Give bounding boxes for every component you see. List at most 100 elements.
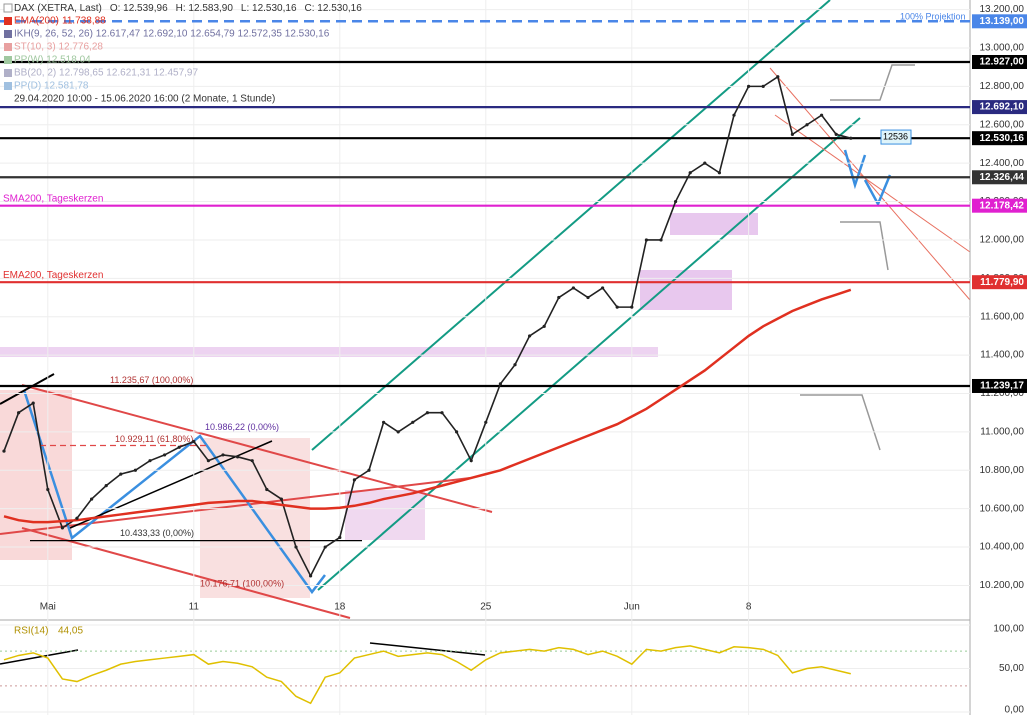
annotation: 12536: [883, 131, 908, 141]
drawings: [0, 0, 971, 715]
price-point: [484, 420, 488, 424]
legend-swatch: [4, 56, 12, 64]
price-point: [163, 453, 167, 457]
legend-swatch: [4, 30, 12, 38]
level-label: 13.139,00: [980, 16, 1025, 27]
price-point: [367, 468, 371, 472]
y-tick-label: 10.200,00: [980, 580, 1025, 591]
annotation: 10.433,33 (0,00%): [120, 528, 194, 538]
price-point: [133, 468, 137, 472]
price-point: [396, 430, 400, 434]
legend-text: EMA(200): [14, 16, 59, 27]
level-text: SMA200, Tageskerzen: [3, 193, 103, 204]
price-point: [601, 286, 605, 290]
legend-text: ST(10, 3) 12.776,28: [14, 42, 103, 53]
level-label: 12.692,10: [980, 102, 1025, 113]
rsi-legend: RSI(14): [14, 626, 48, 637]
price-point: [630, 305, 634, 309]
level-label-box: [972, 131, 1027, 146]
legend-swatch: [4, 69, 12, 77]
y-tick-label: 12.600,00: [980, 119, 1025, 130]
price-point: [338, 535, 342, 540]
price-point: [294, 545, 298, 549]
y-tick-label: 50,00: [999, 663, 1024, 674]
price-point: [382, 420, 386, 424]
price-point: [747, 84, 751, 88]
price-point: [498, 382, 502, 386]
price-point: [703, 161, 707, 165]
series-line: [3, 645, 851, 705]
legend-text: BB(20, 2) 12.798,65 12.621,31 12.457,97: [14, 68, 198, 79]
y-tick-label: 10.600,00: [980, 503, 1025, 514]
y-tick-label: 13.000,00: [980, 43, 1025, 54]
x-tick-label: Mai: [40, 602, 56, 613]
price-point: [513, 363, 517, 367]
price-point: [323, 545, 327, 549]
price-point: [674, 199, 678, 204]
range-text: 29.04.2020 10:00 - 15.06.2020 16:00 (2 M…: [14, 94, 275, 105]
price-point: [60, 526, 64, 530]
price-point: [820, 113, 824, 117]
price-point: [615, 305, 619, 309]
price-point: [586, 295, 590, 300]
price-point: [761, 84, 765, 88]
legend-swatch: [4, 43, 12, 51]
price-point: [104, 484, 108, 488]
header-item: O: 12.539,96: [110, 3, 168, 14]
level-label: 11.779,90: [980, 277, 1024, 288]
price-point: [542, 324, 546, 328]
y-tick-label: 13.200,00: [980, 4, 1025, 15]
level-label: 11.239,17: [980, 381, 1024, 392]
x-tick-label: 8: [746, 602, 752, 613]
price-point: [250, 459, 254, 463]
price-point: [805, 123, 809, 127]
x-tick-label: Jun: [624, 602, 640, 613]
price-point: [192, 439, 196, 444]
legend-text: PP(W) 12.518,04: [14, 55, 91, 66]
level-label: 12.326,44: [980, 172, 1025, 183]
annotation: 10.176,71 (100,00%): [200, 578, 284, 588]
y-tick-label: 11.000,00: [980, 427, 1024, 438]
annotation: 100% Projektion: [900, 12, 966, 22]
rsi-value: 44,05: [58, 626, 83, 637]
y-tick-label: 10.800,00: [980, 465, 1025, 476]
level-label: 12.178,42: [980, 200, 1025, 211]
y-tick-label: 12.000,00: [980, 235, 1025, 246]
y-tick-label: 0,00: [1005, 705, 1025, 715]
annotation-box: [880, 129, 912, 145]
legend-text: IKH(9, 26, 52, 26) 12.617,47 12.692,10 1…: [14, 29, 330, 40]
price-point: [776, 75, 780, 79]
y-tick-label: 11.400,00: [980, 350, 1024, 361]
price-point: [455, 430, 459, 434]
price-point: [571, 286, 576, 290]
price-point: [177, 445, 181, 449]
header-item: H: 12.583,90: [176, 3, 234, 14]
level-label-box: [972, 275, 1027, 290]
price-point: [834, 132, 838, 136]
level-label: 12.927,00: [980, 57, 1025, 68]
x-tick-label: 11: [189, 602, 200, 613]
price-point: [732, 113, 736, 117]
price-point: [309, 574, 313, 578]
header-item: C: 12.530,16: [305, 3, 363, 14]
level-label-box: [972, 170, 1027, 185]
price-point: [469, 459, 473, 463]
legend-swatch: [4, 82, 12, 90]
price-point: [644, 238, 649, 242]
level-label-box: [972, 198, 1027, 213]
legend-swatch: [3, 3, 13, 13]
level-label-box: [972, 100, 1027, 115]
price-point: [236, 455, 240, 459]
price-point: [206, 459, 210, 463]
price-point: [425, 411, 429, 415]
price-point: [688, 171, 692, 175]
y-tick-label: 11.600,00: [980, 311, 1024, 322]
price-point: [90, 497, 94, 501]
y-tick-label: 100,00: [993, 624, 1024, 635]
header: DAX (XETRA, Last) O: 12.539,96 H: 12.583,9…: [14, 3, 362, 14]
price-point: [46, 487, 50, 492]
price-point: [265, 487, 269, 492]
price-point: [659, 238, 663, 242]
